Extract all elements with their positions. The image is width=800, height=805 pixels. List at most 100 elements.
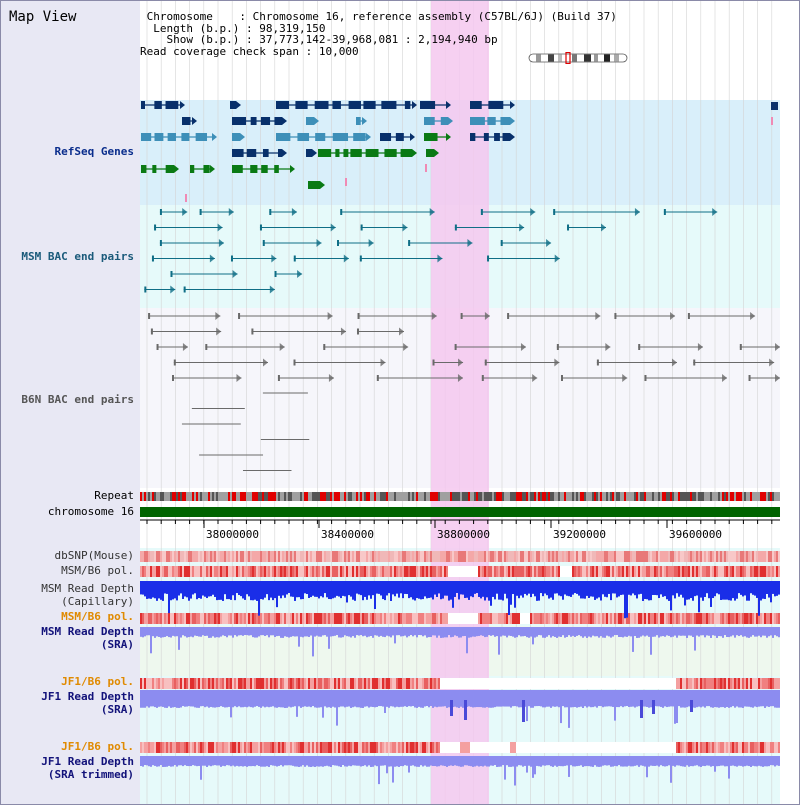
msm-pol-sra-cell xyxy=(386,613,388,624)
msm-depth-capillary-bar xyxy=(172,581,174,600)
repeat-block xyxy=(392,492,394,501)
jf1-pol-trim-cell xyxy=(694,742,696,753)
repeat-block xyxy=(286,492,288,501)
jf1-depth-trimmed-bar xyxy=(324,756,326,767)
msm-depth-capillary-bar xyxy=(774,581,776,597)
jf1-pol-trim-cell xyxy=(214,742,216,753)
dbsnp-cell xyxy=(632,551,634,562)
repeat-block xyxy=(320,492,322,501)
jf1-pol-trim-cell xyxy=(276,742,278,753)
gene-exon xyxy=(250,165,258,173)
msm-pol-sra-cell xyxy=(294,613,296,624)
msm-depth-capillary-bar xyxy=(578,581,580,596)
jf1-depth-trimmed-bar xyxy=(654,756,656,766)
jf1-pol-trim-cell xyxy=(590,742,592,753)
msm-pol-cell xyxy=(158,566,160,577)
repeat-block xyxy=(340,492,342,501)
dbsnp-cell xyxy=(554,551,556,562)
jf1-pol-trim-cell xyxy=(436,742,438,753)
repeat-block xyxy=(686,492,688,501)
repeat-block xyxy=(400,492,402,501)
dbsnp-cell xyxy=(644,551,646,562)
jf1-depth-trimmed-bar xyxy=(246,756,248,767)
repeat-block xyxy=(362,492,364,501)
coverage-value: 10,000 xyxy=(318,44,359,58)
jf1-pol-trim-cell xyxy=(344,742,346,753)
jf1-pol-trim-cell xyxy=(726,742,728,753)
msm-depth-capillary-bar xyxy=(350,581,352,597)
jf1-depth-trimmed-bar xyxy=(522,756,524,767)
msm-depth-sra-bar xyxy=(462,627,464,637)
msm-depth-capillary-bar xyxy=(582,581,584,599)
dbsnp-cell xyxy=(624,551,626,562)
repeat-block xyxy=(376,492,378,501)
jf1-depth-trimmed-bar xyxy=(712,756,714,767)
jf1-depth-sra-bar xyxy=(346,690,348,707)
jf1-pol-cell xyxy=(460,678,462,689)
repeat-block xyxy=(442,492,444,501)
msm-depth-sra-bar xyxy=(318,627,320,637)
msm-depth-capillary-bar xyxy=(248,581,250,597)
jf1-pol-trim-cell xyxy=(200,742,202,753)
msm-depth-capillary-bar xyxy=(664,581,666,597)
msm-pol-sra-cell xyxy=(704,613,706,624)
repeat-block xyxy=(200,492,202,501)
jf1-depth-trimmed-bar xyxy=(716,756,718,767)
msm-depth-sra-bar xyxy=(344,627,346,636)
dbsnp-cell xyxy=(226,551,228,562)
dbsnp-cell xyxy=(484,551,486,562)
jf1-pol-trim-cell xyxy=(418,742,420,753)
msm-depth-capillary-bar xyxy=(280,581,282,599)
jf1-pol-trim-cell xyxy=(548,742,550,753)
repeat-block xyxy=(694,492,696,501)
msm-depth-sra-bar xyxy=(396,627,398,636)
jf1-depth-sra-bar xyxy=(234,690,236,707)
dbsnp-cell xyxy=(478,551,480,562)
jf1-pol-trim-cell xyxy=(420,742,422,753)
msm-pol-sra-cell xyxy=(406,613,408,624)
msm-pol-cell xyxy=(216,566,218,577)
repeat-block xyxy=(490,492,492,501)
msm-depth-sra-bar xyxy=(738,627,740,637)
jf1-depth-trimmed-bar xyxy=(738,756,740,766)
msm-pol-sra-cell xyxy=(688,613,690,624)
repeat-block xyxy=(424,492,426,501)
dbsnp-cell xyxy=(658,551,660,562)
jf1-pol-trim-cell xyxy=(180,742,182,753)
msm-pol-sra-cell xyxy=(564,613,566,624)
jf1-depth-sra-bar xyxy=(580,690,582,707)
chromosome-ideogram[interactable] xyxy=(528,52,628,64)
msm-depth-capillary-bar xyxy=(168,581,170,614)
msm-pol-sra-cell xyxy=(580,613,582,624)
msm-pol-sra-cell xyxy=(248,613,250,624)
jf1-depth-trimmed-bar xyxy=(344,756,346,767)
jf1-depth-trimmed-bar xyxy=(500,756,502,767)
jf1-pol-cell xyxy=(392,678,394,689)
msm-pol-sra-cell xyxy=(708,613,710,624)
msm-depth-capillary-bar xyxy=(686,581,688,600)
msm-bac-pair-end xyxy=(337,240,340,246)
msm-pol-cell xyxy=(436,566,438,577)
repeat-block xyxy=(750,492,752,501)
jf1-depth-trimmed-bar xyxy=(532,756,534,778)
msm-depth-capillary-bar xyxy=(438,581,440,594)
jf1-depth-trimmed-bar xyxy=(578,756,580,766)
msm-depth-capillary-bar xyxy=(324,581,326,594)
msm-pol-sra-cell xyxy=(442,613,444,624)
jf1-depth-sra-bar xyxy=(260,690,262,708)
msm-depth-sra-bar xyxy=(692,627,694,638)
jf1-pol-cell xyxy=(274,678,276,689)
repeat-block xyxy=(272,492,274,501)
msm-pol-sra-cell xyxy=(364,613,366,624)
jf1-pol-cell xyxy=(596,678,598,689)
b6n-bac-pair-end xyxy=(262,358,268,367)
jf1-pol-trim-cell xyxy=(364,742,366,753)
repeat-block xyxy=(322,492,324,501)
msm-bac-pair-end xyxy=(230,255,233,262)
msm-pol-cell xyxy=(286,566,288,577)
jf1-depth-trimmed-bar xyxy=(722,756,724,766)
jf1-depth-trimmed-bar xyxy=(142,756,144,767)
jf1-depth-trimmed-bar xyxy=(558,756,560,766)
msm-depth-sra-bar xyxy=(370,627,372,636)
jf1-depth-trimmed-bar xyxy=(226,756,228,766)
